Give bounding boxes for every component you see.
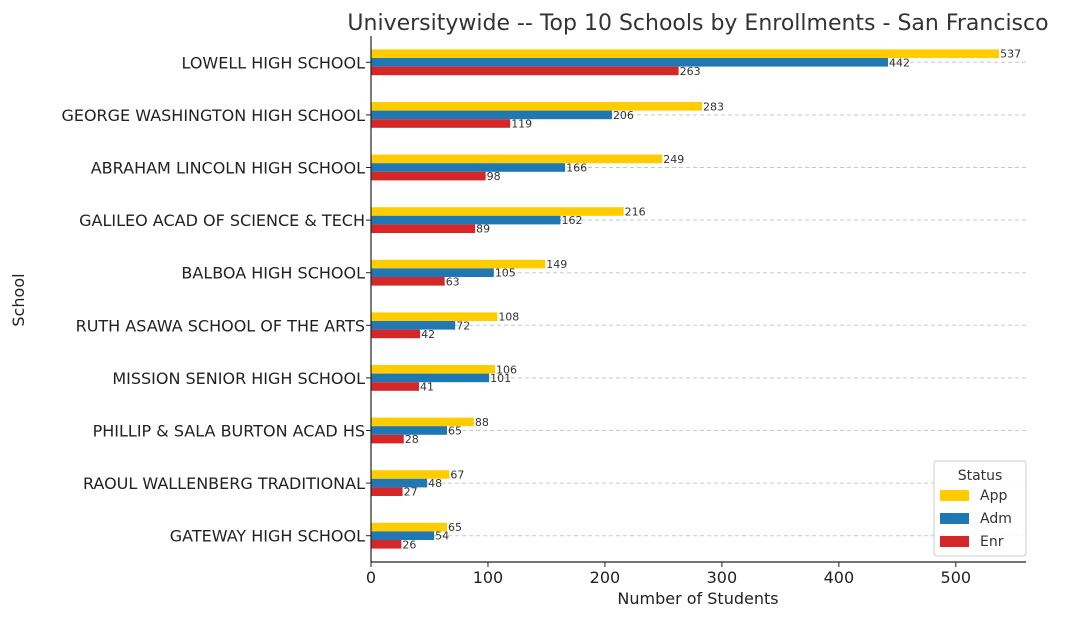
bar-app — [371, 365, 495, 374]
data-label: 65 — [448, 521, 462, 534]
data-label: 65 — [448, 425, 462, 438]
x-tick-label: 500 — [941, 568, 972, 587]
x-axis-label: Number of Students — [617, 589, 778, 608]
y-axis-label: School — [9, 273, 28, 326]
data-label: 119 — [511, 118, 532, 131]
category-label: RAOUL WALLENBERG TRADITIONAL — [83, 474, 365, 493]
data-label: 105 — [495, 267, 516, 280]
data-label: 42 — [421, 328, 435, 341]
bar-adm — [371, 215, 561, 225]
data-label: 162 — [561, 214, 582, 227]
legend-entry: Enr — [980, 534, 1004, 550]
data-label: 108 — [498, 311, 519, 324]
axes: LOWELL HIGH SCHOOL GEORGE WASHINGTON HIGH… — [61, 36, 1026, 587]
legend-entry: App — [980, 488, 1007, 504]
category-label: GATEWAY HIGH SCHOOL — [170, 527, 365, 546]
data-label: 63 — [446, 275, 460, 288]
bar-app — [371, 49, 1000, 58]
category-label: ABRAHAM LINCOLN HIGH SCHOOL — [91, 159, 365, 178]
bar-app — [371, 154, 663, 164]
data-label: 27 — [404, 486, 418, 499]
data-label: 89 — [476, 223, 490, 236]
legend-title: Status — [958, 468, 1003, 484]
bar-app — [371, 102, 703, 111]
x-tick-label: 400 — [824, 568, 855, 587]
bar-adm — [371, 531, 435, 540]
bar-app — [371, 470, 450, 479]
data-label: 72 — [456, 319, 470, 332]
category-label: RUTH ASAWA SCHOOL OF THE ARTS — [76, 316, 365, 335]
x-tick-label: 300 — [707, 568, 738, 587]
legend-swatch-app — [940, 490, 969, 501]
legend-entry: Adm — [980, 511, 1012, 527]
bars: 537 283 249 216 149 108 106 88 67 65 442 206 166 162 1… — [371, 48, 1021, 551]
data-label: 283 — [703, 100, 724, 113]
bar-adm — [371, 321, 456, 330]
bar-enr — [371, 171, 486, 181]
data-label: 67 — [450, 469, 464, 482]
data-label: 41 — [420, 381, 434, 394]
bar-adm — [371, 110, 612, 120]
bar-adm — [371, 478, 428, 488]
data-label: 54 — [435, 530, 449, 543]
bar-enr — [371, 382, 419, 391]
x-tick-label: 100 — [473, 568, 504, 587]
data-label: 26 — [402, 538, 416, 551]
data-label: 88 — [475, 416, 489, 429]
x-tick-label: 0 — [366, 568, 376, 587]
bar-app — [371, 522, 448, 532]
data-label: 216 — [625, 206, 646, 219]
data-label: 166 — [566, 162, 587, 175]
x-tick-label: 200 — [590, 568, 621, 587]
bar-app — [371, 417, 474, 427]
data-label: 249 — [663, 153, 684, 166]
category-label: LOWELL HIGH SCHOOL — [181, 53, 365, 72]
bar-enr — [371, 277, 445, 286]
legend-swatch-enr — [940, 536, 969, 547]
bar-enr — [371, 434, 404, 444]
grid — [371, 61, 1026, 537]
category-label: PHILLIP & SALA BURTON ACAD HS — [93, 422, 365, 441]
bar-app — [371, 312, 498, 321]
category-label: BALBOA HIGH SCHOOL — [181, 264, 365, 283]
bar-app — [371, 207, 624, 216]
category-label: MISSION SENIOR HIGH SCHOOL — [112, 369, 365, 388]
chart-title: Universitywide -- Top 10 Schools by Enro… — [347, 11, 1048, 36]
bar-adm — [371, 426, 448, 435]
data-label: 149 — [546, 258, 567, 271]
data-label: 537 — [1000, 48, 1021, 61]
data-label: 28 — [405, 433, 419, 446]
legend-swatch-adm — [940, 513, 969, 524]
legend-box — [933, 460, 1027, 557]
data-label: 442 — [889, 56, 910, 69]
bar-enr — [371, 540, 402, 549]
bar-enr — [371, 224, 476, 233]
legend: Status App Adm Enr — [933, 460, 1027, 557]
bar-adm — [371, 373, 490, 383]
data-label: 101 — [490, 372, 511, 385]
bar-adm — [371, 58, 888, 67]
data-label: 48 — [428, 477, 442, 490]
bar-adm — [371, 163, 566, 172]
data-label: 106 — [496, 363, 517, 376]
bar-enr — [371, 66, 679, 76]
bar-adm — [371, 268, 494, 277]
bar-enr — [371, 329, 421, 339]
data-label: 263 — [680, 65, 701, 78]
bar-app — [371, 259, 546, 269]
bar-enr — [371, 119, 511, 128]
bar-enr — [371, 487, 403, 496]
category-label: GALILEO ACAD OF SCIENCE & TECH — [79, 211, 365, 230]
data-label: 206 — [613, 109, 634, 122]
category-label: GEORGE WASHINGTON HIGH SCHOOL — [61, 106, 365, 125]
data-label: 98 — [487, 170, 501, 183]
